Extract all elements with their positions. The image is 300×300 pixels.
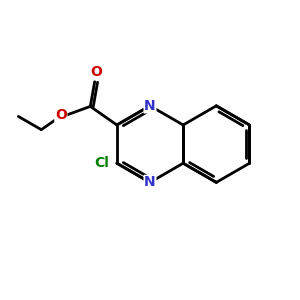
- Text: Cl: Cl: [94, 156, 110, 170]
- Text: N: N: [144, 176, 156, 189]
- Text: N: N: [144, 99, 156, 113]
- Text: O: O: [90, 65, 102, 79]
- Text: O: O: [55, 108, 67, 122]
